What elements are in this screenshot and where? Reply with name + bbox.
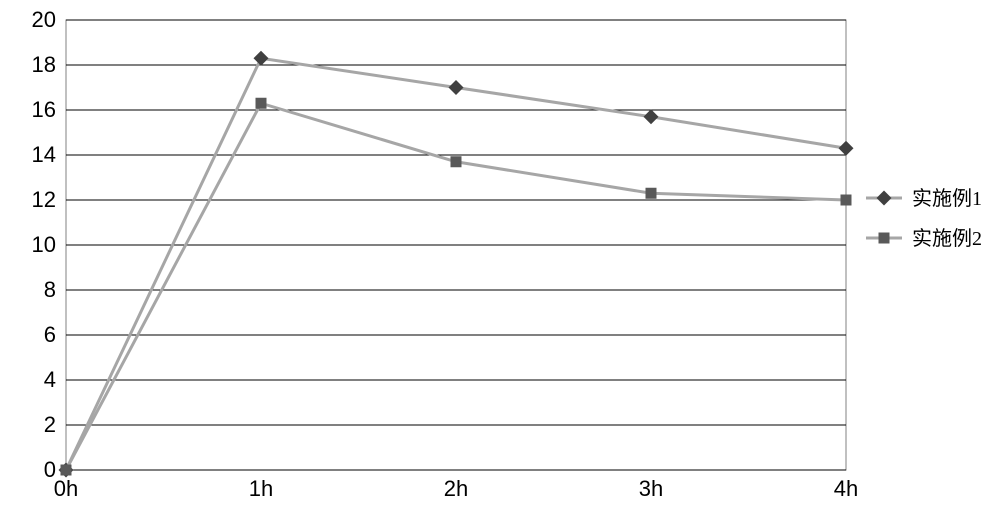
svg-text:4: 4 [44,367,56,392]
svg-text:实施例1: 实施例1 [912,187,982,210]
svg-text:4h: 4h [834,476,858,501]
svg-text:2: 2 [44,412,56,437]
svg-text:8: 8 [44,277,56,302]
svg-text:实施例2: 实施例2 [912,227,982,250]
svg-text:14: 14 [32,142,56,167]
line-chart: 024681012141618200h1h2h3h4h实施例1实施例2 [8,8,992,505]
svg-text:2h: 2h [444,476,468,501]
svg-text:18: 18 [32,52,56,77]
svg-text:3h: 3h [639,476,663,501]
svg-text:6: 6 [44,322,56,347]
svg-text:20: 20 [32,8,56,32]
svg-text:10: 10 [32,232,56,257]
svg-text:0h: 0h [54,476,78,501]
svg-text:12: 12 [32,187,56,212]
svg-text:1h: 1h [249,476,273,501]
svg-text:16: 16 [32,97,56,122]
